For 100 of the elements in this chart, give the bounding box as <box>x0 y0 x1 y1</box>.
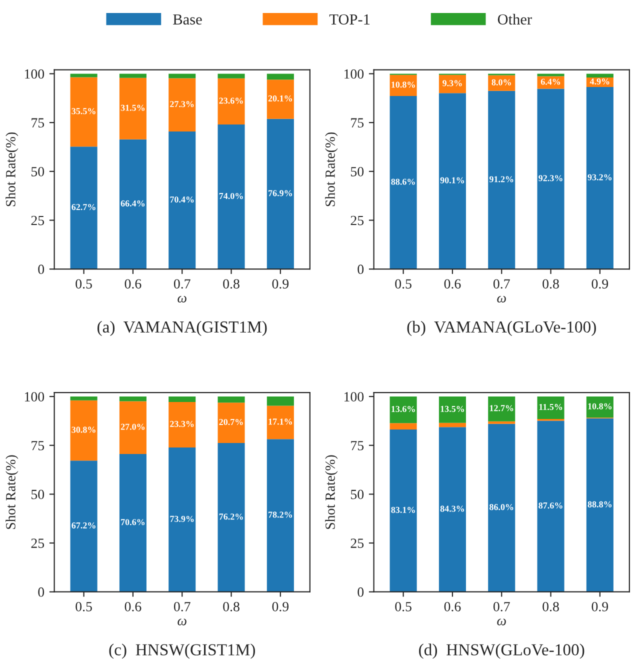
x-tick-label: 0.5 <box>395 279 412 289</box>
y-tick-label: 100 <box>24 69 44 79</box>
bar <box>119 74 146 78</box>
data-label: 86.0% <box>490 504 514 510</box>
bar <box>168 402 196 448</box>
data-label: 70.6% <box>121 519 145 526</box>
bar <box>218 124 245 270</box>
x-tick-label: 0.7 <box>174 602 190 612</box>
data-label: 87.6% <box>538 502 562 509</box>
bar <box>70 460 98 592</box>
bar <box>438 74 466 94</box>
bar <box>70 146 98 270</box>
data-label: 93.2% <box>588 174 612 180</box>
data-label: 6.4% <box>540 78 560 85</box>
y-tick-label: 50 <box>32 166 44 176</box>
data-label: 31.5% <box>120 104 145 111</box>
x-tick-label: 0.7 <box>493 602 510 612</box>
data-label: 23.3% <box>170 420 194 428</box>
bar <box>218 74 245 78</box>
y-tick-label: 50 <box>351 166 364 176</box>
x-tick-label: 0.5 <box>395 602 412 612</box>
bar <box>70 77 98 147</box>
data-label: 27.0% <box>120 424 145 430</box>
x-tick-label: 0.5 <box>76 602 92 612</box>
bar <box>537 396 564 419</box>
bar <box>168 78 196 132</box>
bar <box>488 90 516 270</box>
x-tick-label: 0.7 <box>174 279 190 289</box>
x-tick-label: 0.5 <box>76 279 92 289</box>
bar <box>119 454 146 592</box>
y-tick-label: 50 <box>32 490 44 500</box>
bar <box>438 396 466 423</box>
y-tick-label: 25 <box>350 538 364 548</box>
x-axis-title: ω <box>497 296 506 303</box>
bar <box>537 88 564 270</box>
x-axis-title: ω <box>178 296 186 303</box>
y-tick-label: 75 <box>351 441 364 450</box>
bar <box>168 396 196 402</box>
bar <box>266 80 294 119</box>
x-tick-label: 0.9 <box>592 602 608 612</box>
data-label: 20.7% <box>219 418 243 426</box>
data-label: 83.1% <box>391 506 415 513</box>
data-label: 12.7% <box>490 405 514 412</box>
y-tick-label: 0 <box>38 587 44 597</box>
y-tick-label: 100 <box>344 392 364 402</box>
data-label: 70.4% <box>170 196 194 203</box>
bar <box>586 87 614 270</box>
legend-label: Other <box>498 14 532 25</box>
x-tick-label: 0.6 <box>444 602 461 612</box>
bar <box>586 418 614 592</box>
y-tick-label: 25 <box>31 216 44 226</box>
text: (c) HNSW(GIST1M) <box>109 644 255 659</box>
bar <box>218 396 245 403</box>
bar <box>266 74 294 80</box>
bar <box>218 402 245 443</box>
y-tick-label: 75 <box>32 118 44 128</box>
bar <box>438 93 466 270</box>
bar <box>119 401 146 454</box>
y-tick-label: 75 <box>32 441 44 450</box>
bar <box>390 423 417 430</box>
x-tick-label: 0.9 <box>592 279 608 289</box>
bar <box>119 396 146 402</box>
bar <box>586 396 614 418</box>
data-label: 8.0% <box>492 79 511 86</box>
data-label: 92.3% <box>538 175 562 182</box>
bar <box>438 427 466 592</box>
bar <box>168 132 196 270</box>
x-tick-label: 0.9 <box>272 602 289 612</box>
bar <box>390 430 417 592</box>
y-tick-label: 50 <box>351 490 364 500</box>
data-label: 30.8% <box>72 426 96 433</box>
data-label: 90.1% <box>440 177 464 184</box>
bar <box>119 139 146 270</box>
data-label: 91.2% <box>489 176 514 182</box>
data-label: 11.5% <box>539 404 562 410</box>
data-label: 13.6% <box>392 406 415 412</box>
x-tick-label: 0.6 <box>124 602 142 612</box>
x-tick-label: 0.6 <box>444 279 461 289</box>
bar <box>266 439 294 592</box>
x-axis-title: ω <box>497 618 506 626</box>
bar <box>266 406 294 440</box>
y-tick-label: 25 <box>350 216 364 226</box>
bar <box>70 400 98 461</box>
data-label: 10.8% <box>588 403 612 410</box>
bar <box>168 447 196 592</box>
text: (d) HNSW(GLoVe-100) <box>419 644 584 659</box>
y-tick-label: 0 <box>358 587 364 597</box>
data-label: 67.2% <box>72 522 96 529</box>
data-label: 76.9% <box>268 190 292 196</box>
bar <box>266 396 294 406</box>
bar <box>390 396 417 424</box>
y-axis-title: Shot Rate(%) <box>6 132 18 206</box>
bar <box>488 396 516 422</box>
x-axis-title: ω <box>178 618 186 626</box>
x-tick-label: 0.8 <box>542 279 559 289</box>
x-tick-label: 0.7 <box>493 279 510 289</box>
bar <box>266 118 294 270</box>
y-tick-label: 100 <box>344 69 364 79</box>
bar <box>218 443 245 592</box>
data-label: 73.9% <box>170 516 194 522</box>
